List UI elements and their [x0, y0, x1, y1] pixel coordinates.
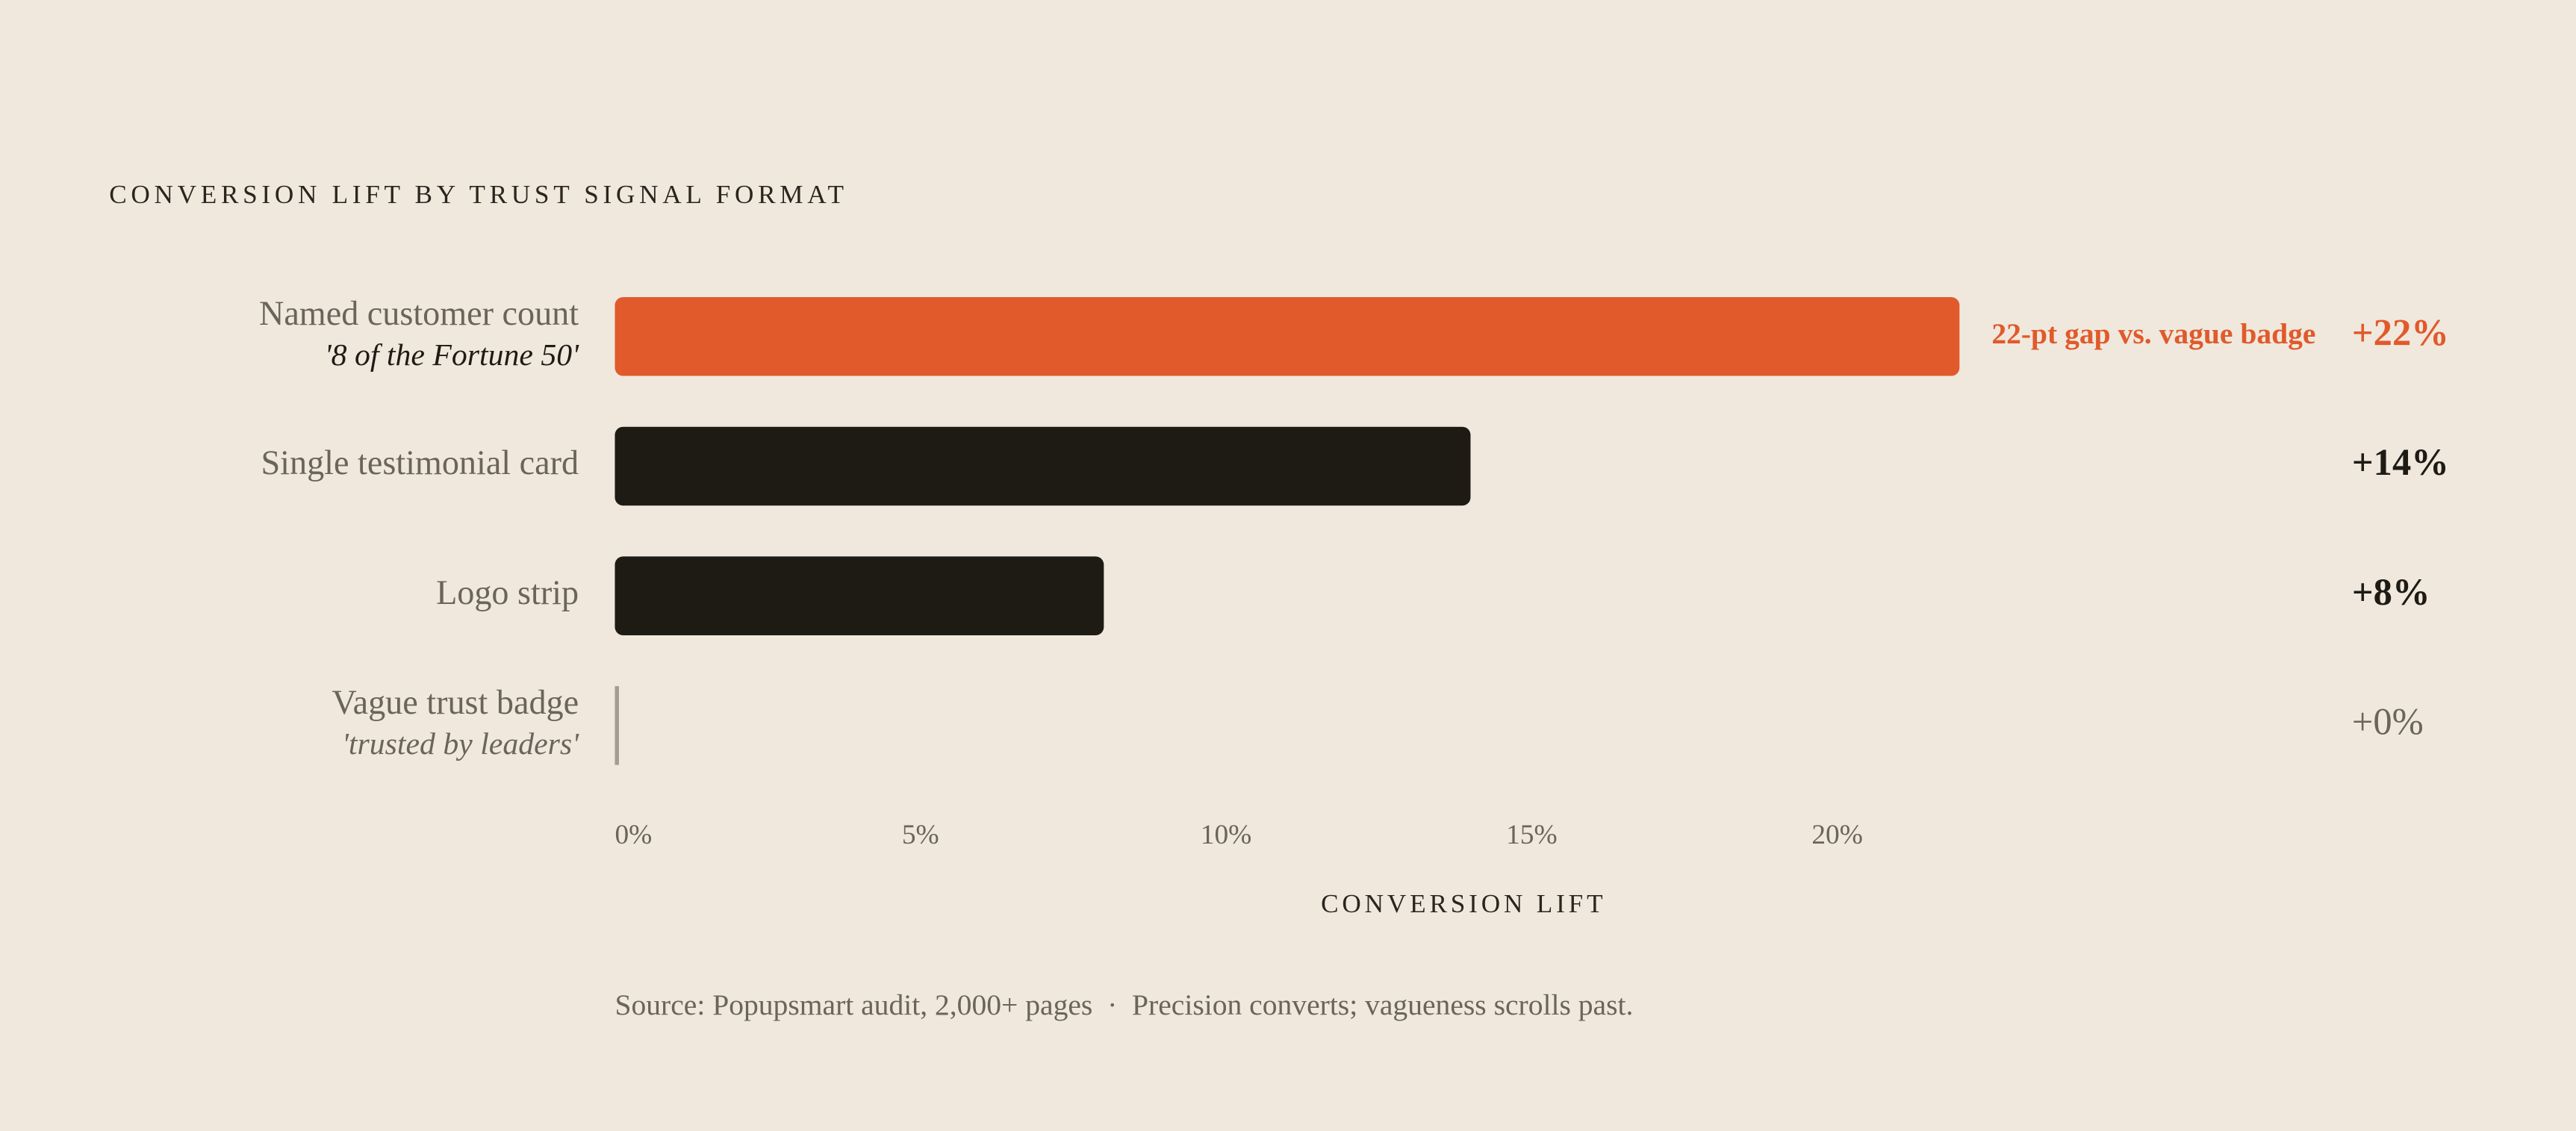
category-label: Vague trust badge [332, 683, 579, 721]
x-tick-label: 10% [1201, 820, 1252, 850]
category-note: '8 of the Fortune 50' [325, 338, 579, 373]
category-note: 'trusted by leaders' [342, 727, 579, 761]
bar [615, 556, 1104, 635]
x-tick-label: 15% [1506, 820, 1558, 850]
x-tick-label: 20% [1811, 820, 1863, 850]
value-label: +22% [2352, 311, 2449, 353]
bar [615, 426, 1471, 506]
category-label: Logo strip [436, 573, 579, 611]
value-label: +8% [2352, 571, 2430, 613]
category-label: Single testimonial card [261, 443, 579, 482]
bar [615, 296, 1960, 376]
chart-title: CONVERSION LIFT BY TRUST SIGNAL FORMAT [109, 180, 848, 209]
value-label: +0% [2352, 700, 2424, 742]
source-note: Source: Popupsmart audit, 2,000+ pages ·… [615, 988, 1633, 1021]
value-label: +14% [2352, 441, 2449, 483]
x-axis-label: CONVERSION LIFT [1321, 889, 1606, 918]
annotation: 22-pt gap vs. vague badge [1991, 317, 2315, 350]
x-tick-label: 5% [902, 820, 939, 850]
category-label: Named customer count [259, 294, 579, 332]
x-tick-label: 0% [615, 820, 652, 850]
bar [615, 686, 619, 765]
